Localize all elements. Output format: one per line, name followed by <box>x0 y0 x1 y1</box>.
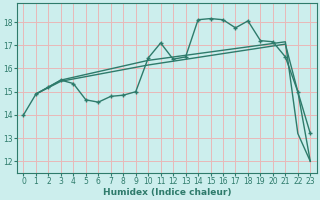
X-axis label: Humidex (Indice chaleur): Humidex (Indice chaleur) <box>103 188 231 197</box>
